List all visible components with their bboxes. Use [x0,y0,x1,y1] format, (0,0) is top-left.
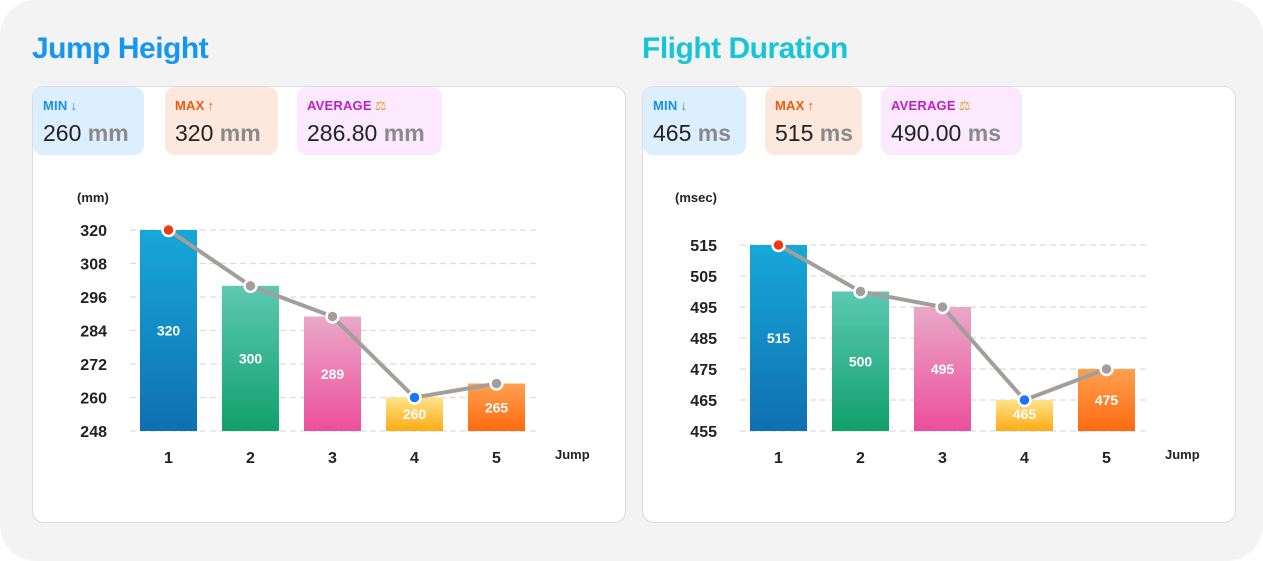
max-stat-label: MAX ↑ [775,98,815,113]
bar-data-label: 265 [485,399,509,415]
average-stat-label: AVERAGE ⚖ [891,98,971,113]
chart-card: MIN ↓ 465 ms MAX ↑ 515 ms AVERAGE ⚖ 490.00 … [642,86,1236,523]
max-stat: MAX ↑ 515 ms [765,87,862,155]
flight-duration-chart: (msec) 455 465 475 485 495 505 515 515 1 500 2 495 3 4… [675,190,1200,467]
y-tick-label: 485 [690,331,717,348]
average-stat-label: AVERAGE ⚖ [307,98,387,113]
y-tick-label: 475 [690,362,717,379]
arrow-up-icon: ↑ [807,98,815,113]
min-stat-value: 465 ms [653,120,732,146]
x-category-label: 1 [164,450,173,467]
data-point [1099,361,1114,377]
bar-data-label: 465 [1013,406,1037,422]
data-point [935,299,950,315]
balance-scale-icon: ⚖ [374,98,387,113]
y-tick-label: 455 [690,424,717,441]
max-data-point [161,222,176,238]
jump-height-panel: Jump Height MIN ↓ 260 mm MAX ↑ 320 mm AVER… [32,0,632,561]
x-category-label: 4 [1020,450,1029,467]
x-axis-label: Jump [555,447,590,462]
data-point [325,309,340,324]
average-stat: AVERAGE ⚖ 286.80 mm [297,87,442,155]
bar [750,245,807,431]
panel-title: Jump Height [32,32,209,65]
data-point [489,376,504,391]
bar-data-label: 289 [321,366,345,382]
bar-data-label: 320 [157,323,181,339]
bar-data-label: 500 [849,353,873,369]
arrow-down-icon: ↓ [680,98,688,113]
x-category-label: 3 [938,450,947,467]
min-stat-value: 260 mm [43,120,129,146]
panel-title: Flight Duration [642,32,848,65]
bar [832,291,889,431]
average-stat-value: 490.00 ms [891,120,1001,146]
y-tick-label: 320 [80,223,107,240]
bar [140,230,197,431]
min-data-point [407,390,422,405]
balance-scale-icon: ⚖ [958,98,971,113]
bar-data-label: 495 [931,361,955,377]
min-stat: MIN ↓ 260 mm [33,87,144,155]
y-tick-label: 260 [80,391,107,408]
x-axis-label: Jump [1165,447,1200,462]
x-category-label: 2 [246,450,255,467]
max-stat-label: MAX ↑ [175,98,215,113]
jump-height-chart: (mm) 248 260 272 284 296 308 320 320 1 300 2 289 3 260… [77,190,590,467]
bar-data-label: 300 [239,350,263,366]
data-point [853,284,868,299]
x-category-label: 4 [410,450,419,467]
y-axis-unit-label: (msec) [675,190,717,205]
x-category-label: 3 [328,450,337,467]
bar [1078,369,1135,431]
x-category-label: 1 [774,450,783,467]
max-stat-value: 320 mm [175,120,261,146]
min-data-point [1017,392,1032,408]
min-stat: MIN ↓ 465 ms [643,87,746,155]
chart-card: MIN ↓ 260 mm MAX ↑ 320 mm AVERAGE ⚖ 286.80 … [32,86,626,523]
x-category-label: 5 [492,450,501,467]
bar [222,285,279,431]
average-stat-value: 286.80 mm [307,120,425,146]
min-stat-label: MIN ↓ [43,98,78,113]
flight-duration-panel: Flight Duration MIN ↓ 465 ms MAX ↑ 515 ms … [642,0,1242,561]
x-category-label: 5 [1102,450,1111,467]
y-axis-unit-label: (mm) [77,190,109,205]
y-tick-label: 495 [690,300,717,317]
bar-data-label: 260 [403,406,427,422]
x-category-label: 2 [856,450,865,467]
data-point [243,278,258,294]
bar [468,383,525,431]
y-tick-label: 284 [80,324,107,341]
average-stat: AVERAGE ⚖ 490.00 ms [881,87,1022,155]
min-stat-label: MIN ↓ [653,98,688,113]
arrow-up-icon: ↑ [207,98,215,113]
arrow-down-icon: ↓ [70,98,78,113]
bar-data-label: 475 [1095,392,1119,408]
y-tick-label: 308 [80,257,107,274]
y-tick-label: 515 [690,238,717,255]
y-tick-label: 505 [690,269,717,286]
bar-data-label: 515 [767,330,791,346]
max-data-point [771,237,786,253]
max-stat-value: 515 ms [775,120,854,146]
max-stat: MAX ↑ 320 mm [165,87,278,155]
y-tick-label: 248 [80,424,107,441]
y-tick-label: 296 [80,290,107,307]
y-tick-label: 465 [690,393,717,410]
y-tick-label: 272 [80,357,107,374]
